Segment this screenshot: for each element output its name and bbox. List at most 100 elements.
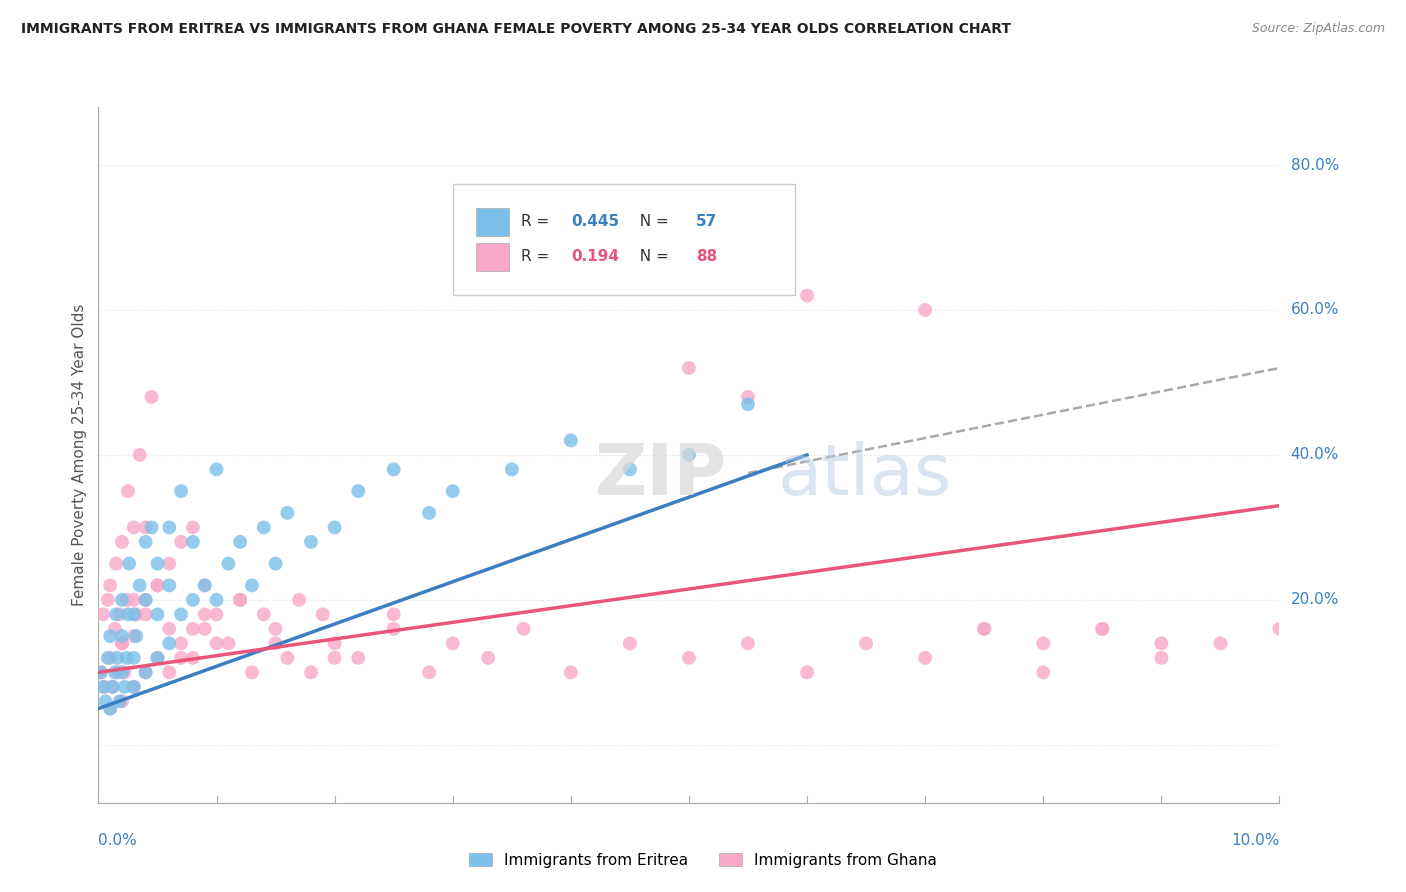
Point [737, 636, 759, 650]
Point [111, 534, 134, 549]
Point [108, 607, 131, 622]
Point [90, 665, 112, 680]
Point [135, 665, 157, 680]
Point [299, 534, 322, 549]
Point [135, 592, 157, 607]
Text: ZIP: ZIP [595, 442, 727, 510]
Point [105, 607, 128, 622]
Text: 0.445: 0.445 [571, 214, 619, 229]
Point [94, 680, 117, 694]
Point [98, 578, 121, 592]
Point [146, 557, 169, 571]
Point [914, 303, 936, 318]
Point [253, 520, 276, 534]
Point [115, 651, 138, 665]
Text: 60.0%: 60.0% [1291, 302, 1339, 318]
Text: N =: N = [630, 214, 673, 229]
Text: 20.0%: 20.0% [1291, 592, 1339, 607]
Point [229, 592, 252, 607]
Point [181, 622, 204, 636]
Point [157, 557, 180, 571]
Point [125, 629, 148, 643]
Point [122, 592, 145, 607]
Point [253, 607, 276, 622]
Point [125, 607, 148, 622]
Point [111, 636, 134, 650]
Point [98, 701, 121, 715]
Point [122, 629, 145, 643]
Point [122, 651, 145, 665]
Point [217, 636, 239, 650]
Point [111, 665, 134, 680]
Point [276, 651, 298, 665]
Point [477, 651, 499, 665]
Point [91, 680, 114, 694]
Legend: Immigrants from Eritrea, Immigrants from Ghana: Immigrants from Eritrea, Immigrants from… [461, 845, 945, 875]
Text: 0.194: 0.194 [571, 249, 619, 264]
Point [112, 665, 135, 680]
Point [135, 520, 157, 534]
Point [312, 607, 335, 622]
Text: N =: N = [630, 249, 673, 264]
Point [382, 622, 405, 636]
Point [97, 651, 120, 665]
Point [382, 462, 405, 476]
Point [146, 651, 169, 665]
Point [205, 607, 228, 622]
Point [141, 390, 163, 404]
Point [264, 636, 287, 650]
Point [98, 651, 121, 665]
Point [91, 607, 114, 622]
Point [170, 607, 193, 622]
Point [678, 651, 700, 665]
Point [194, 607, 217, 622]
Point [855, 636, 877, 650]
Point [111, 629, 134, 643]
Point [146, 607, 169, 622]
Point [1150, 636, 1173, 650]
Point [323, 520, 346, 534]
Point [141, 520, 163, 534]
Point [347, 484, 370, 499]
Point [678, 361, 700, 376]
Point [560, 434, 582, 448]
Point [170, 636, 193, 650]
Text: R =: R = [522, 249, 554, 264]
Point [122, 680, 145, 694]
Point [264, 622, 287, 636]
Point [94, 694, 117, 708]
Point [181, 534, 204, 549]
Point [194, 578, 217, 592]
Point [441, 484, 464, 499]
Text: atlas: atlas [778, 442, 952, 510]
Point [737, 397, 759, 411]
Point [1032, 665, 1054, 680]
Point [135, 592, 157, 607]
Point [205, 462, 228, 476]
Point [181, 651, 204, 665]
Point [111, 636, 134, 650]
Point [973, 622, 995, 636]
Point [347, 651, 370, 665]
Point [796, 665, 818, 680]
Point [181, 520, 204, 534]
Point [512, 622, 534, 636]
Point [1209, 636, 1232, 650]
Point [105, 651, 128, 665]
Point [170, 484, 193, 499]
Text: 88: 88 [696, 249, 717, 264]
Point [157, 578, 180, 592]
Point [122, 680, 145, 694]
Point [194, 622, 217, 636]
Point [170, 534, 193, 549]
Point [122, 520, 145, 534]
Point [108, 694, 131, 708]
Text: 80.0%: 80.0% [1291, 158, 1339, 172]
Point [98, 701, 121, 715]
Point [97, 592, 120, 607]
Point [105, 665, 128, 680]
Point [240, 665, 263, 680]
Point [122, 607, 145, 622]
Point [276, 506, 298, 520]
Point [157, 520, 180, 534]
